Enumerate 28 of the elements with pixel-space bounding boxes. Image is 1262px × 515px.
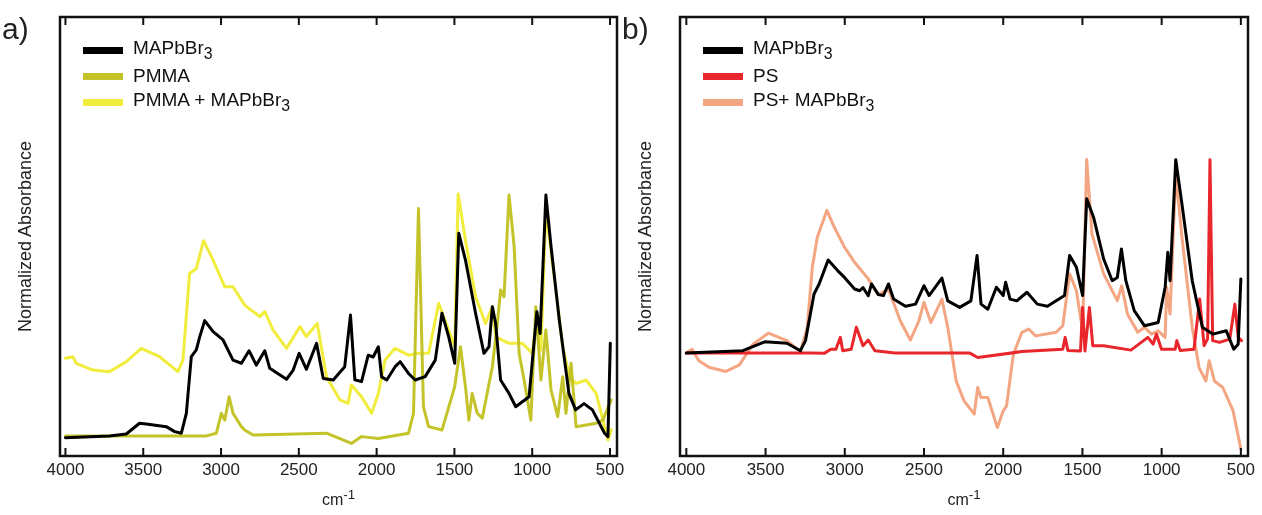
chart-title: a) [2, 12, 29, 46]
y-axis-title: Normalized Absorbance [635, 140, 657, 333]
legend-label: PS+ MAPbBr$_{3}$ [753, 89, 875, 115]
x-tick-label: 4000 [46, 459, 85, 479]
y-axis-title: Normalized Absorbance [15, 140, 37, 333]
legend-label: PS [753, 65, 779, 87]
x-tick-label: 1500 [1063, 459, 1102, 479]
x-tick-label: 1000 [1142, 459, 1181, 479]
legend-label: MAPbBr$_{3}$ [753, 37, 833, 63]
x-tick-label: 500 [1226, 459, 1256, 479]
x-tick-label: 3500 [746, 459, 785, 479]
x-tick-label: 2000 [984, 459, 1023, 479]
x-axis-title: cm$^{-1}$ [947, 487, 981, 510]
x-tick-label: 2000 [357, 459, 396, 479]
x-tick-label: 3000 [202, 459, 240, 479]
x-tick-label: 500 [595, 459, 625, 479]
legend-label: PMMA + MAPbBr$_{3}$ [133, 89, 291, 115]
x-tick-label: 2500 [279, 459, 318, 479]
x-tick-label: 3500 [124, 459, 163, 479]
x-tick-label: 1000 [513, 459, 552, 479]
x-tick-label: 4000 [667, 459, 706, 479]
legend-label: PMMA [133, 65, 190, 87]
x-axis-title: cm$^{-1}$ [322, 487, 356, 510]
x-tick-label: 2500 [905, 459, 943, 479]
chart-title: b) [622, 12, 649, 46]
legend-label: MAPbBr$_{3}$ [133, 37, 213, 63]
x-tick-label: 3000 [825, 459, 864, 479]
x-tick-label: 1500 [435, 459, 474, 479]
